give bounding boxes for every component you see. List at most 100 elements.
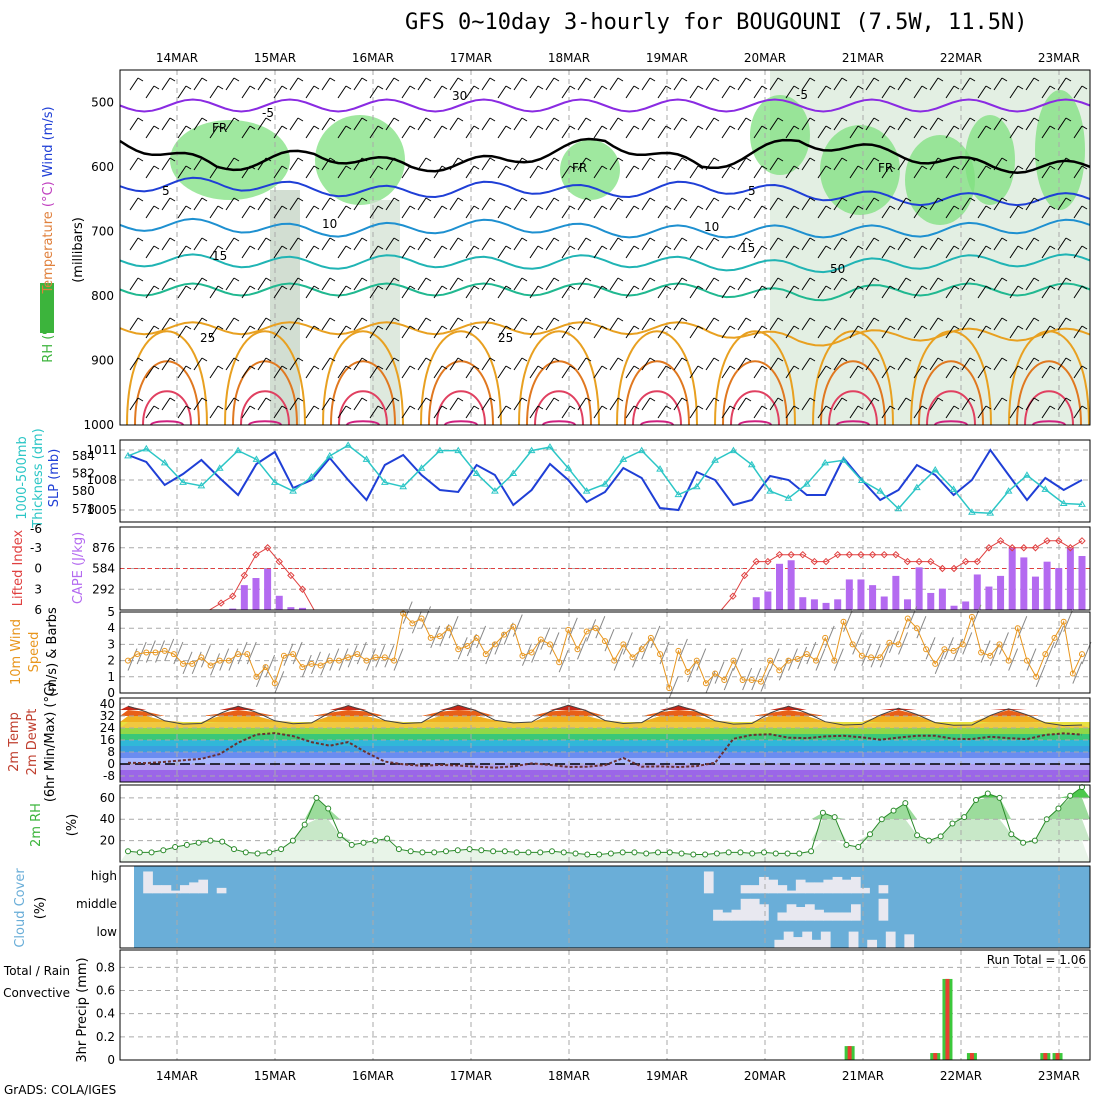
wind-barb <box>785 245 795 259</box>
y-tick-cape: 876 <box>92 541 115 555</box>
ylabel-part: 2m DewPt <box>25 709 40 776</box>
wind-barb <box>577 237 587 251</box>
wind-barb <box>497 165 507 179</box>
wind-barb <box>289 317 299 331</box>
wind-barb-flag <box>905 357 912 362</box>
wind-barb <box>209 245 219 259</box>
wind-barb-flag <box>697 405 704 410</box>
cape-bar <box>857 579 865 610</box>
x-tick-bottom: 18MAR <box>548 1069 590 1083</box>
wind-barb <box>337 365 347 379</box>
wind-barb-flag <box>361 77 368 82</box>
wind-barb-flag <box>1065 117 1072 122</box>
wind-barb <box>193 317 203 331</box>
wind-barb <box>673 197 683 211</box>
wind-barb-10m <box>301 654 312 678</box>
wind-barb-flag <box>361 197 368 202</box>
wind-barb <box>417 237 427 251</box>
wind-barb-flag <box>617 357 624 362</box>
rh-contour-label: 50 <box>830 262 845 276</box>
wind-barb-flag <box>729 125 736 130</box>
wind-barb <box>881 125 891 139</box>
rh-point <box>619 849 626 856</box>
wind-barb <box>1073 285 1083 299</box>
wind-barb <box>817 125 827 139</box>
ylabel-part: Wind (m/s) <box>41 106 56 177</box>
wind-barb <box>817 165 827 179</box>
wind-barb-flag <box>985 325 992 330</box>
wind-barb <box>449 157 459 171</box>
cape-bar <box>1031 576 1039 610</box>
wind-barb-flag <box>841 237 848 242</box>
wind-barb <box>497 85 507 99</box>
wind-barb <box>529 85 539 99</box>
rh-point <box>407 848 414 855</box>
wind-barb-10m <box>604 628 615 652</box>
wind-barb-flag <box>521 77 528 82</box>
wind-barb-10m <box>421 606 432 629</box>
wind-barb-flag <box>233 277 240 282</box>
cloud-cell-low <box>848 931 859 948</box>
rh-point <box>808 848 815 855</box>
lifted-index-point <box>729 592 737 600</box>
lifted-index-point <box>961 557 970 566</box>
boundary-layer-contour <box>640 420 674 426</box>
thickness-point <box>582 487 591 494</box>
cape-bar <box>1043 561 1051 610</box>
wind-barb-flag <box>825 165 832 170</box>
wind-barb <box>817 285 827 299</box>
wind-barb-flag <box>841 117 848 122</box>
wind-barb-flag <box>457 357 464 362</box>
cloud-cell-low <box>792 937 803 948</box>
cloud-frame <box>119 865 1091 949</box>
cloud-cell-low <box>783 931 794 948</box>
wind-barb-flag <box>793 285 800 290</box>
y-tick-precip: 0.8 <box>96 960 115 974</box>
wind-speed-point <box>895 641 902 648</box>
wind-barb <box>737 237 747 251</box>
wind-barb-10m <box>898 632 909 655</box>
wind-speed-point <box>299 664 306 671</box>
wind-barb <box>753 205 763 219</box>
wind-barb <box>417 157 427 171</box>
wind-barb <box>769 117 779 131</box>
wind-barb <box>737 117 747 131</box>
wind-barb-flag <box>601 405 608 410</box>
thickness-point <box>931 466 940 473</box>
wind-barb-10m <box>861 643 872 666</box>
wind-barb-flag <box>441 245 448 250</box>
wind-barb-flag <box>569 405 576 410</box>
wind-speed-point <box>675 647 682 654</box>
temperature-band-fill <box>120 705 1090 710</box>
wind-barb <box>497 285 507 299</box>
wind-barb <box>241 325 251 339</box>
rh-point <box>160 847 167 854</box>
wind-barb <box>241 285 251 299</box>
wind-barb <box>913 365 923 379</box>
wind-barb <box>481 397 491 411</box>
rh-point <box>761 849 767 856</box>
wind-barb <box>225 397 235 411</box>
wind-barb <box>689 125 699 139</box>
wind-barb <box>369 365 379 379</box>
wind-barb-flag <box>969 117 976 122</box>
wind-barb-10m <box>989 643 1000 666</box>
y-tick-precip: 0.6 <box>96 984 115 998</box>
wind-barb-flag <box>569 205 576 210</box>
wind-barb-flag <box>537 325 544 330</box>
wind-speed-point <box>1042 651 1049 658</box>
wind-barb-flag <box>1081 125 1088 130</box>
wind-barb <box>817 85 827 99</box>
cape-bar <box>915 567 923 610</box>
wind-barb-flag <box>697 325 704 330</box>
wind-barb-flag <box>473 245 480 250</box>
wind-barb-flag <box>1001 237 1008 242</box>
wind-barb <box>1041 365 1051 379</box>
wind-barb-flag <box>585 117 592 122</box>
wind-barb <box>449 357 459 371</box>
wind-barb <box>609 157 619 171</box>
wind-barb-flag <box>745 237 752 242</box>
wind-barb <box>177 205 187 219</box>
wind-barb <box>481 357 491 371</box>
isotherm-label: -5 <box>262 106 274 120</box>
